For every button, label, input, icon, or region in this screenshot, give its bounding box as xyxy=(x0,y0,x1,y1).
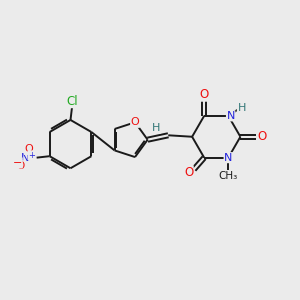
Text: H: H xyxy=(237,103,246,112)
Text: H: H xyxy=(152,123,161,133)
Text: O: O xyxy=(24,144,33,154)
Text: O: O xyxy=(131,117,140,127)
Text: O: O xyxy=(200,88,209,101)
Text: −: − xyxy=(13,158,22,168)
Text: Cl: Cl xyxy=(67,94,78,108)
Text: O: O xyxy=(16,161,25,171)
Text: O: O xyxy=(258,130,267,143)
Text: O: O xyxy=(184,166,193,179)
Text: +: + xyxy=(28,151,35,160)
Text: N: N xyxy=(226,111,235,121)
Text: N: N xyxy=(21,153,29,163)
Text: CH₃: CH₃ xyxy=(219,171,238,181)
Text: N: N xyxy=(224,153,232,163)
